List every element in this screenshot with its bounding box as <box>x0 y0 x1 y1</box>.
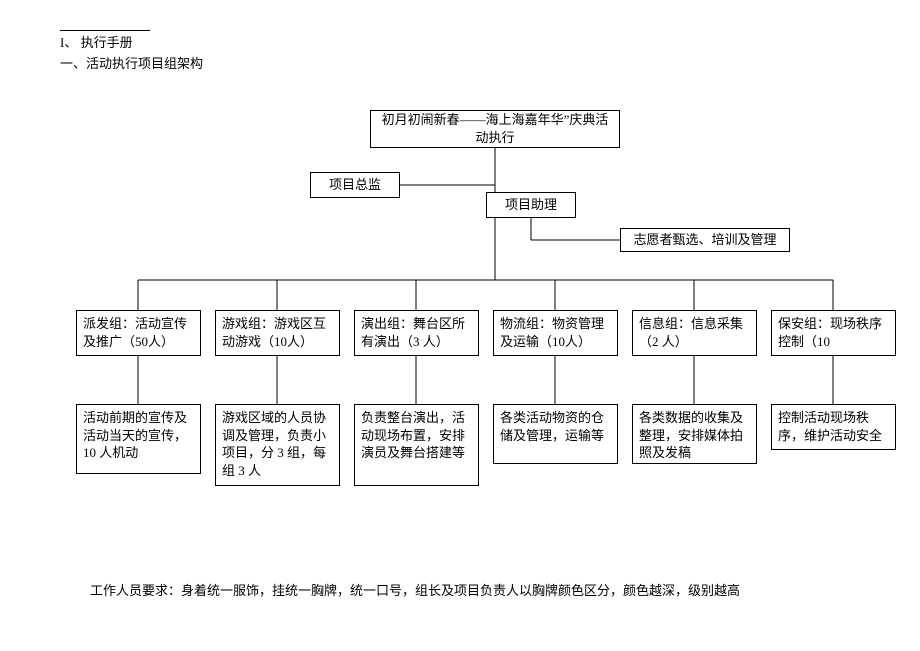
node-detail-1-label: 活动前期的宣传及活动当天的宣传，10 人机动 <box>83 409 194 462</box>
node-team-3-label: 演出组：舞台区所有演出（3 人） <box>361 315 472 350</box>
node-root: 初月初闹新春——海上海嘉年华”庆典活动执行 <box>370 110 620 148</box>
footer-text-content: 工作人员要求：身着统一服饰，挂统一胸牌，统一口号，组长及项目负责人以胸牌颜色区分… <box>90 583 740 598</box>
node-assistant: 项目助理 <box>486 192 576 218</box>
node-detail-3: 负责整台演出，活动现场布置，安排演员及舞台搭建等 <box>354 404 479 486</box>
node-team-4: 物流组：物资管理及运输（10人） <box>493 310 618 356</box>
node-detail-4-label: 各类活动物资的仓储及管理，运输等 <box>500 409 611 444</box>
node-team-5: 信息组：信息采集（2 人） <box>632 310 757 356</box>
node-team-6: 保安组：现场秩序控制（10 <box>771 310 896 356</box>
node-detail-5: 各类数据的收集及整理，安排媒体拍照及发稿 <box>632 404 757 464</box>
node-team-4-label: 物流组：物资管理及运输（10人） <box>500 315 611 350</box>
node-detail-2: 游戏区域的人员协调及管理，负责小项目，分 3 组，每组 3 人 <box>215 404 340 486</box>
node-director: 项目总监 <box>310 172 400 198</box>
node-team-6-label: 保安组：现场秩序控制（10 <box>778 315 889 350</box>
node-team-3: 演出组：舞台区所有演出（3 人） <box>354 310 479 356</box>
node-detail-6: 控制活动现场秩序，维护活动安全 <box>771 404 896 450</box>
node-detail-3-label: 负责整台演出，活动现场布置，安排演员及舞台搭建等 <box>361 409 472 462</box>
node-detail-4: 各类活动物资的仓储及管理，运输等 <box>493 404 618 464</box>
node-detail-1: 活动前期的宣传及活动当天的宣传，10 人机动 <box>76 404 201 474</box>
header-rule <box>60 30 150 31</box>
header-line-2: 一、活动执行项目组架构 <box>60 54 203 75</box>
node-team-2-label: 游戏组：游戏区互动游戏（10人） <box>222 315 333 350</box>
node-root-label: 初月初闹新春——海上海嘉年华”庆典活动执行 <box>377 111 613 146</box>
node-director-label: 项目总监 <box>329 176 381 194</box>
node-detail-6-label: 控制活动现场秩序，维护活动安全 <box>778 409 889 444</box>
node-volunteer: 志愿者甄选、培训及管理 <box>620 228 790 252</box>
node-team-1: 派发组：活动宣传及推广（50人） <box>76 310 201 356</box>
footer-text: 工作人员要求：身着统一服饰，挂统一胸牌，统一口号，组长及项目负责人以胸牌颜色区分… <box>90 580 850 602</box>
node-team-2: 游戏组：游戏区互动游戏（10人） <box>215 310 340 356</box>
header: I、 执行手册 一、活动执行项目组架构 <box>60 30 203 75</box>
node-assistant-label: 项目助理 <box>505 196 557 214</box>
node-team-1-label: 派发组：活动宣传及推广（50人） <box>83 315 194 350</box>
header-line-1: I、 执行手册 <box>60 33 203 54</box>
node-detail-2-label: 游戏区域的人员协调及管理，负责小项目，分 3 组，每组 3 人 <box>222 409 333 479</box>
node-detail-5-label: 各类数据的收集及整理，安排媒体拍照及发稿 <box>639 409 750 462</box>
node-team-5-label: 信息组：信息采集（2 人） <box>639 315 750 350</box>
node-volunteer-label: 志愿者甄选、培训及管理 <box>633 231 776 249</box>
